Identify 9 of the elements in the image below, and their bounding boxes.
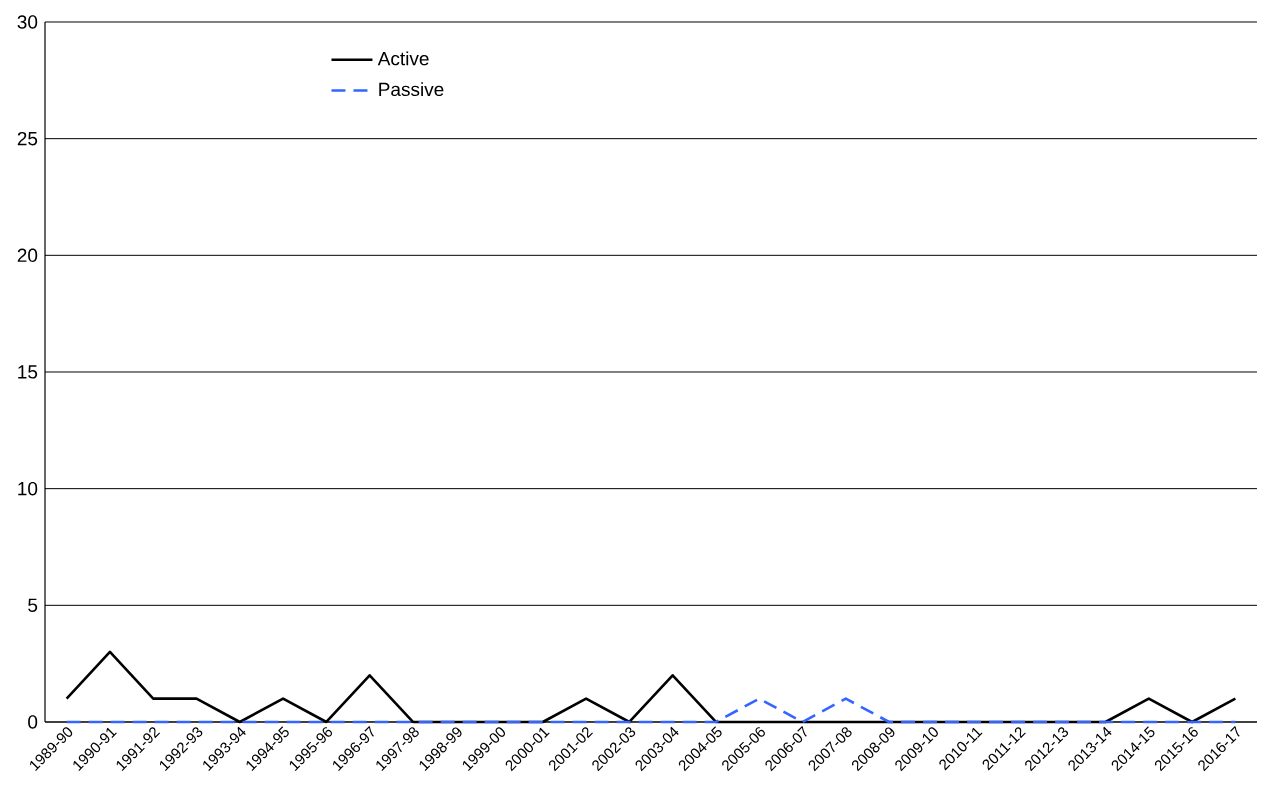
legend-label: Active bbox=[377, 51, 429, 66]
y-tick-label: 0 bbox=[28, 715, 38, 729]
y-tick-label: 20 bbox=[17, 248, 38, 263]
y-tick-label: 5 bbox=[28, 598, 38, 612]
y-tick-label: 30 bbox=[17, 15, 38, 29]
y-tick-label: 25 bbox=[17, 131, 38, 146]
legend-label: Passive bbox=[379, 82, 444, 97]
y-tick-label: 15 bbox=[18, 365, 38, 379]
y-tick-label: 10 bbox=[18, 481, 38, 496]
